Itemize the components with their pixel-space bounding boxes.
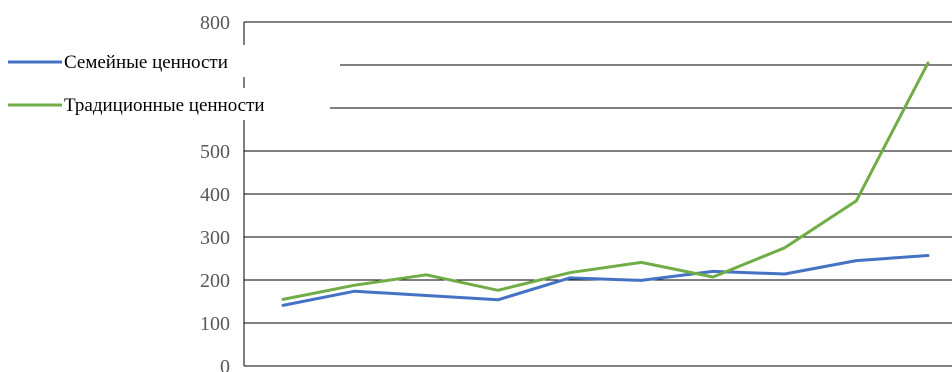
grid-lines xyxy=(243,21,952,367)
y-tick-label-500: 500 xyxy=(200,141,230,163)
y-tick-label-300: 300 xyxy=(200,227,230,249)
legend-label-1: Традиционные ценности xyxy=(64,95,265,116)
series-line-0 xyxy=(281,254,930,307)
y-tick-label-0: 0 xyxy=(220,356,230,372)
legend-label-0: Семейные ценности xyxy=(64,52,228,73)
y-tick-label-400: 400 xyxy=(200,184,230,206)
legend: Семейные ценности Традиционные ценности xyxy=(0,45,340,120)
y-tick-label-800: 800 xyxy=(200,12,230,34)
y-tick-label-100: 100 xyxy=(200,313,230,335)
series-lines xyxy=(281,61,930,307)
y-tick-label-200: 200 xyxy=(200,270,230,292)
series-line-1 xyxy=(281,61,930,301)
